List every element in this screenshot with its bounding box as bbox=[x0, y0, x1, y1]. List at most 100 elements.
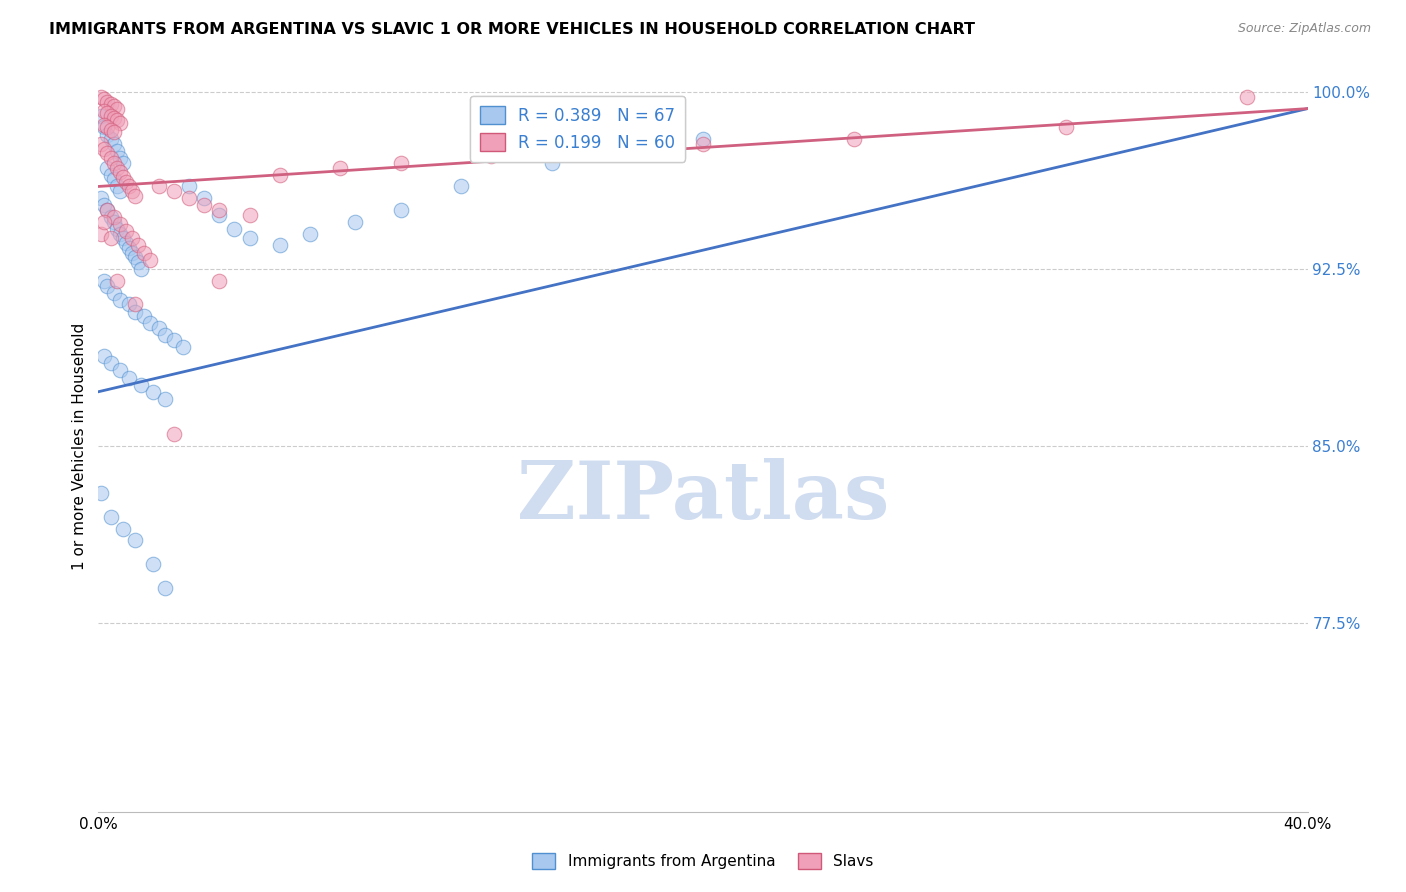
Point bbox=[142, 557, 165, 571]
Point bbox=[129, 262, 152, 277]
Point bbox=[103, 285, 125, 300]
Point bbox=[90, 109, 112, 123]
Point bbox=[100, 123, 122, 137]
Text: Source: ZipAtlas.com: Source: ZipAtlas.com bbox=[1237, 22, 1371, 36]
Point bbox=[540, 156, 562, 170]
Point bbox=[90, 191, 112, 205]
Point bbox=[153, 328, 176, 343]
Point bbox=[108, 151, 131, 165]
Point bbox=[100, 356, 122, 370]
Text: IMMIGRANTS FROM ARGENTINA VS SLAVIC 1 OR MORE VEHICLES IN HOUSEHOLD CORRELATION : IMMIGRANTS FROM ARGENTINA VS SLAVIC 1 OR… bbox=[49, 22, 976, 37]
Point bbox=[481, 149, 503, 163]
Point bbox=[93, 198, 115, 212]
Point bbox=[100, 210, 122, 224]
Point bbox=[105, 274, 128, 288]
Point bbox=[179, 179, 201, 194]
Point bbox=[389, 156, 412, 170]
Point bbox=[96, 106, 118, 120]
Point bbox=[329, 161, 352, 175]
Point bbox=[127, 238, 149, 252]
Point bbox=[692, 136, 714, 151]
Point bbox=[172, 340, 194, 354]
Point bbox=[103, 210, 125, 224]
Point bbox=[148, 179, 170, 194]
Point bbox=[96, 202, 118, 217]
Point bbox=[389, 202, 412, 217]
Point bbox=[93, 118, 115, 132]
Point bbox=[153, 581, 176, 595]
Point bbox=[118, 297, 141, 311]
Point bbox=[93, 274, 115, 288]
Point bbox=[139, 316, 162, 330]
Point bbox=[111, 231, 134, 245]
Point bbox=[100, 96, 122, 111]
Point bbox=[90, 90, 112, 104]
Point bbox=[121, 231, 143, 245]
Point bbox=[163, 184, 186, 198]
Point bbox=[132, 245, 155, 260]
Point bbox=[118, 179, 141, 194]
Point bbox=[114, 236, 136, 251]
Point bbox=[142, 384, 165, 399]
Point bbox=[114, 224, 136, 238]
Point bbox=[103, 99, 125, 113]
Point bbox=[96, 146, 118, 161]
Point bbox=[193, 191, 215, 205]
Point bbox=[127, 255, 149, 269]
Point bbox=[163, 333, 186, 347]
Point bbox=[163, 427, 186, 442]
Point bbox=[108, 184, 131, 198]
Point bbox=[103, 136, 125, 151]
Point bbox=[1236, 90, 1258, 104]
Point bbox=[111, 522, 134, 536]
Point bbox=[139, 252, 162, 267]
Point bbox=[105, 222, 128, 236]
Point bbox=[121, 184, 143, 198]
Point bbox=[103, 111, 125, 125]
Point bbox=[616, 144, 638, 158]
Point bbox=[100, 168, 122, 182]
Point bbox=[93, 92, 115, 106]
Point bbox=[105, 144, 128, 158]
Point bbox=[108, 227, 131, 241]
Point bbox=[100, 132, 122, 146]
Point bbox=[208, 208, 231, 222]
Point bbox=[208, 202, 231, 217]
Point bbox=[103, 172, 125, 186]
Point bbox=[124, 304, 146, 318]
Point bbox=[692, 132, 714, 146]
Point bbox=[108, 363, 131, 377]
Point bbox=[96, 128, 118, 142]
Point bbox=[93, 120, 115, 135]
Point bbox=[124, 533, 146, 548]
Point bbox=[1054, 120, 1077, 135]
Point bbox=[108, 293, 131, 307]
Point bbox=[103, 125, 125, 139]
Point bbox=[132, 310, 155, 324]
Point bbox=[844, 132, 866, 146]
Point bbox=[299, 227, 322, 241]
Point bbox=[121, 245, 143, 260]
Point bbox=[224, 222, 246, 236]
Point bbox=[96, 202, 118, 217]
Point bbox=[239, 208, 262, 222]
Point bbox=[108, 116, 131, 130]
Point bbox=[239, 231, 262, 245]
Text: ZIPatlas: ZIPatlas bbox=[517, 458, 889, 536]
Point bbox=[100, 151, 122, 165]
Legend: Immigrants from Argentina, Slavs: Immigrants from Argentina, Slavs bbox=[526, 847, 880, 875]
Point bbox=[118, 241, 141, 255]
Point bbox=[344, 215, 367, 229]
Point bbox=[105, 113, 128, 128]
Point bbox=[96, 278, 118, 293]
Point bbox=[93, 103, 115, 118]
Point bbox=[93, 215, 115, 229]
Point bbox=[208, 274, 231, 288]
Point bbox=[103, 156, 125, 170]
Point bbox=[90, 486, 112, 500]
Point bbox=[118, 370, 141, 384]
Point bbox=[108, 165, 131, 179]
Point bbox=[193, 198, 215, 212]
Point bbox=[90, 136, 112, 151]
Point bbox=[179, 191, 201, 205]
